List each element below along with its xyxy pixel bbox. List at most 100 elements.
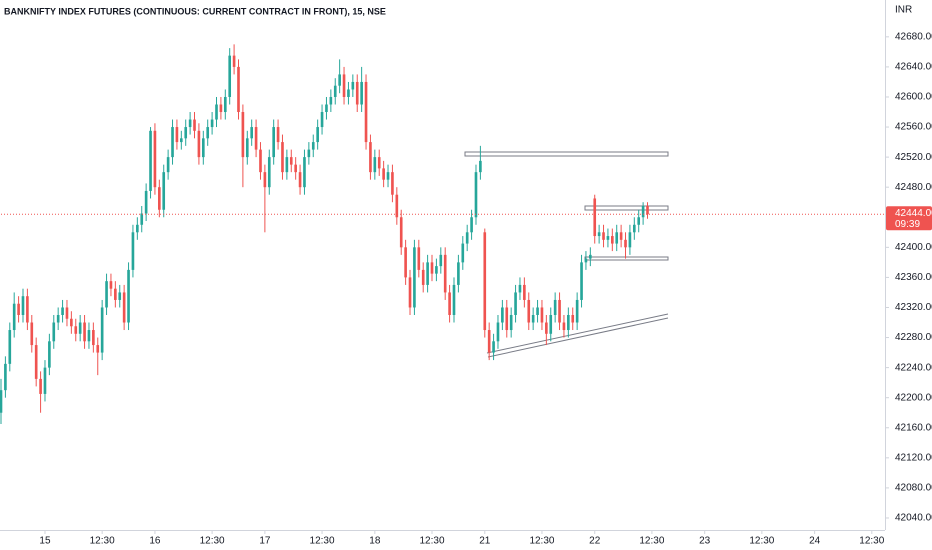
candle-body bbox=[483, 232, 487, 331]
candle-body bbox=[355, 81, 359, 105]
candle-body bbox=[30, 322, 34, 346]
candle-body bbox=[457, 262, 460, 285]
candle-body bbox=[285, 157, 289, 173]
candle-body bbox=[250, 127, 254, 139]
candle-body bbox=[421, 269, 425, 285]
x-tick-label: 16 bbox=[149, 536, 161, 547]
x-tick-label: 12:30 bbox=[639, 536, 664, 547]
candle-body bbox=[237, 66, 240, 113]
candle-body bbox=[417, 247, 421, 270]
last-price-label: 42444.00 bbox=[895, 208, 932, 219]
candle-body bbox=[100, 307, 104, 353]
y-tick-label: 42120.00 bbox=[895, 452, 932, 463]
y-tick-label: 42560.00 bbox=[895, 122, 932, 133]
candle-body bbox=[443, 254, 447, 293]
candle-body bbox=[316, 127, 319, 143]
candle-body bbox=[298, 172, 302, 188]
candle-body bbox=[166, 157, 170, 173]
x-tick-label: 22 bbox=[589, 536, 601, 547]
candle-body bbox=[39, 378, 42, 394]
candle-body bbox=[136, 224, 139, 233]
candle-body bbox=[509, 314, 513, 331]
candle-body bbox=[8, 330, 12, 364]
zone-box bbox=[584, 256, 669, 261]
candle-body bbox=[206, 127, 210, 139]
candle-body bbox=[382, 168, 385, 180]
candle-body bbox=[311, 142, 315, 150]
y-tick-label: 42320.00 bbox=[895, 302, 932, 313]
candle-body bbox=[131, 232, 135, 270]
candle-body bbox=[114, 288, 117, 300]
candle-body bbox=[487, 330, 491, 353]
candle-body bbox=[56, 314, 60, 323]
candle-body bbox=[553, 299, 557, 315]
candle-body bbox=[523, 284, 526, 300]
candle-body bbox=[188, 119, 192, 128]
candle-body bbox=[408, 277, 412, 308]
candle-body bbox=[615, 232, 619, 244]
candle-body bbox=[597, 232, 601, 237]
candle-body bbox=[558, 299, 561, 323]
candle-body bbox=[426, 262, 429, 285]
candle-body bbox=[329, 96, 333, 105]
candle-body bbox=[281, 142, 284, 173]
candle-body bbox=[439, 254, 443, 267]
candle-body bbox=[580, 262, 583, 300]
currency-label: INR bbox=[895, 5, 912, 16]
candle-body bbox=[4, 363, 7, 391]
candle-body bbox=[602, 232, 605, 240]
x-tick-label: 18 bbox=[369, 536, 381, 547]
candle-body bbox=[452, 284, 456, 315]
candle-body bbox=[223, 96, 227, 113]
candle-body bbox=[435, 266, 438, 274]
chart-title: BANKNIFTY INDEX FUTURES (CONTINUOUS: CUR… bbox=[4, 6, 386, 16]
y-tick-label: 42640.00 bbox=[895, 62, 932, 73]
candle-body bbox=[514, 292, 517, 315]
candle-body bbox=[26, 296, 29, 323]
candle-body bbox=[228, 55, 232, 97]
candle-body bbox=[171, 127, 174, 158]
candle-body bbox=[540, 307, 544, 323]
candle-body bbox=[74, 326, 78, 334]
candle-body bbox=[127, 269, 130, 323]
candle-body bbox=[373, 157, 377, 173]
x-tick-label: 24 bbox=[809, 536, 821, 547]
y-tick-label: 42080.00 bbox=[895, 483, 932, 494]
candle-body bbox=[492, 341, 495, 353]
y-tick-label: 42040.00 bbox=[895, 513, 932, 524]
candle-body bbox=[399, 217, 403, 248]
candle-body bbox=[197, 130, 201, 158]
candle-body bbox=[377, 157, 381, 169]
candle-body bbox=[461, 243, 465, 263]
y-tick-label: 42360.00 bbox=[895, 272, 932, 283]
candle-body bbox=[430, 262, 434, 274]
candle-body bbox=[611, 236, 614, 244]
candle-body bbox=[105, 281, 108, 308]
candle-body bbox=[17, 303, 20, 315]
y-tick-label: 42600.00 bbox=[895, 92, 932, 103]
candle-body bbox=[342, 74, 346, 97]
candle-body bbox=[48, 341, 51, 368]
candle-body bbox=[448, 292, 451, 315]
candle-body bbox=[333, 85, 337, 97]
candle-body bbox=[289, 157, 293, 165]
y-tick-label: 42240.00 bbox=[895, 362, 932, 373]
candle-body bbox=[21, 296, 25, 315]
candle-body bbox=[395, 194, 399, 218]
x-tick-label: 15 bbox=[39, 536, 51, 547]
candle-body bbox=[501, 307, 504, 323]
candle-body bbox=[162, 172, 166, 210]
candle-body bbox=[0, 390, 3, 413]
candle-body bbox=[325, 104, 328, 113]
candle-body bbox=[219, 104, 223, 113]
x-tick-label: 12:30 bbox=[90, 536, 115, 547]
x-tick-label: 23 bbox=[699, 536, 711, 547]
candle-body bbox=[338, 74, 341, 86]
last-price-box bbox=[886, 206, 932, 231]
candle-body bbox=[92, 330, 95, 346]
candle-body bbox=[175, 127, 179, 143]
trend-line bbox=[486, 313, 669, 354]
candle-body bbox=[619, 232, 623, 240]
candle-body bbox=[215, 104, 218, 120]
